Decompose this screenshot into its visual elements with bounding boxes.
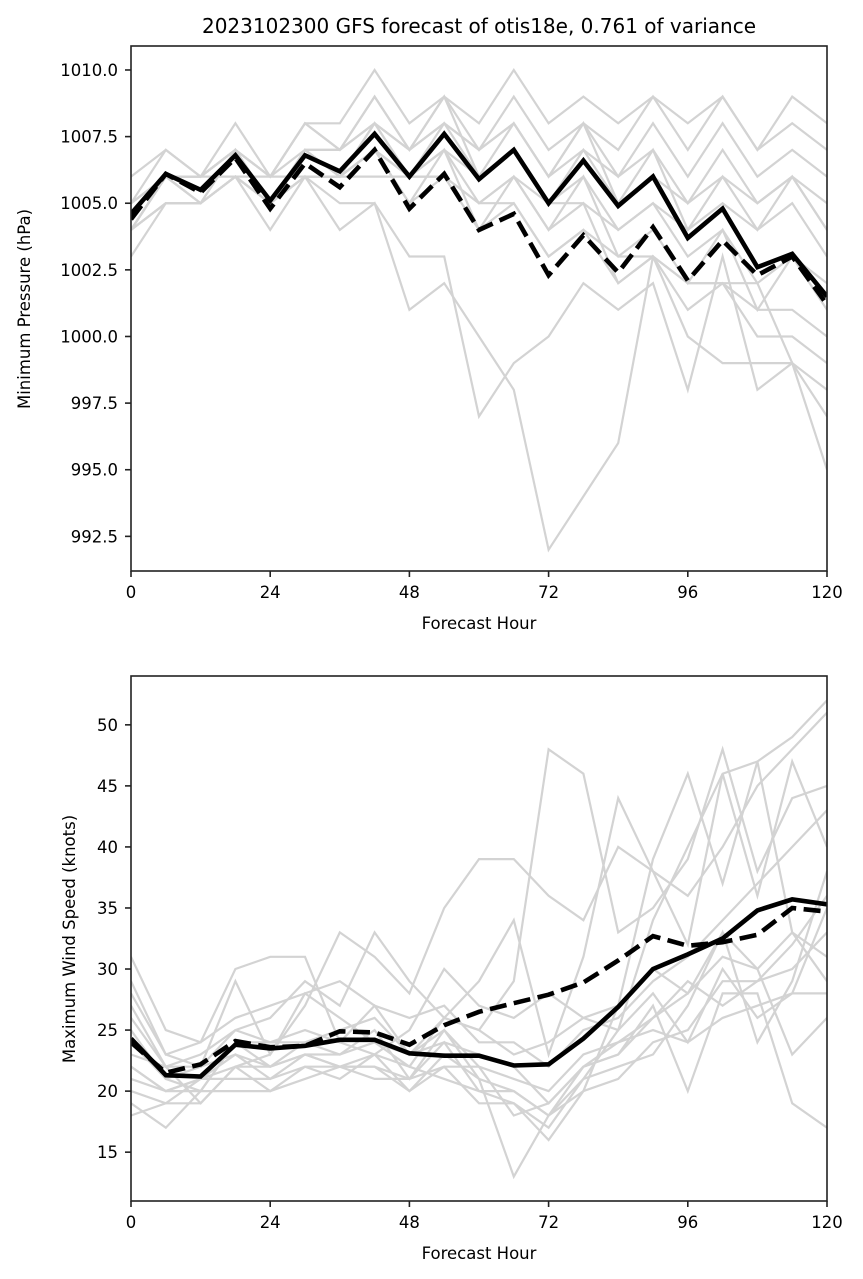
pressure-y-axis-label: Minimum Pressure (hPa) (15, 209, 34, 409)
wind-dashed-series-line (131, 905, 827, 1076)
wind-y-tick-label: 45 (97, 777, 118, 796)
wind-member-line-12 (131, 809, 827, 1069)
wind-member-line-1 (131, 711, 827, 1069)
pressure-dashed-series-line (131, 146, 827, 306)
pressure-plot: 0 24 48 72 96 120 992.5 995.0 997.5 1000.0 1002.5… (15, 45, 843, 633)
wind-member-line-13 (131, 930, 827, 1118)
wind-y-axis-label: Maximum Wind Speed (knots) (60, 815, 79, 1063)
wind-y-tick-label: 20 (97, 1082, 118, 1101)
wind-y-tick-label: 35 (97, 899, 118, 918)
pressure-x-axis-label: Forecast Hour (422, 614, 537, 633)
wind-member-line-11 (131, 895, 827, 1105)
pressure-x-axis: 0 24 48 72 96 120 (126, 571, 843, 602)
wind-solid-series-line (131, 897, 827, 1079)
wind-y-tick-label: 30 (97, 960, 118, 979)
wind-ensemble-members (131, 699, 827, 1180)
wind-plot: 0 24 48 72 96 120 15 20 25 30 35 40 45 50 Forecast H… (60, 675, 843, 1263)
pressure-y-axis: 992.5 995.0 997.5 1000.0 1002.5 1005.0 1007.5 1… (60, 61, 131, 546)
wind-member-line-5 (131, 930, 827, 1117)
wind-x-tick-label: 48 (399, 1213, 420, 1232)
pressure-member-line-4 (131, 175, 827, 258)
chart-title: 2023102300 GFS forecast of otis18e, 0.76… (202, 14, 756, 38)
pressure-solid-series-line (131, 130, 827, 298)
pressure-x-tick-label: 72 (538, 583, 559, 602)
pressure-x-tick-label: 48 (399, 583, 420, 602)
pressure-y-tick-label: 992.5 (71, 527, 118, 546)
pressure-x-tick-label: 0 (126, 583, 137, 602)
pressure-member-line-0 (131, 67, 827, 179)
wind-member-line-9 (131, 870, 827, 1180)
pressure-y-tick-label: 1005.0 (60, 194, 118, 213)
wind-y-tick-label: 40 (97, 838, 118, 857)
wind-member-line-10 (131, 931, 827, 1142)
wind-member-line-0 (131, 699, 827, 1056)
wind-y-tick-label: 15 (97, 1143, 118, 1162)
pressure-ensemble-members (131, 67, 827, 553)
wind-member-line-8 (131, 992, 827, 1093)
wind-x-tick-label: 24 (260, 1213, 281, 1232)
wind-x-tick-label: 120 (811, 1213, 843, 1232)
wind-y-tick-label: 50 (97, 716, 118, 735)
wind-y-tick-label: 25 (97, 1021, 118, 1040)
pressure-y-tick-label: 995.0 (71, 461, 118, 480)
pressure-y-tick-label: 1010.0 (60, 61, 118, 80)
pressure-y-tick-label: 1007.5 (60, 128, 118, 147)
pressure-x-tick-label: 96 (677, 583, 698, 602)
wind-y-axis: 15 20 25 30 35 40 45 50 (97, 716, 131, 1162)
wind-x-axis-label: Forecast Hour (422, 1244, 537, 1263)
pressure-member-line-2 (131, 121, 827, 206)
pressure-y-tick-label: 1000.0 (60, 327, 118, 346)
wind-x-tick-label: 0 (126, 1213, 137, 1232)
wind-plot-frame (130, 675, 828, 1202)
pressure-plot-frame (130, 45, 828, 572)
pressure-member-line-12 (131, 121, 827, 231)
wind-x-tick-label: 72 (538, 1213, 559, 1232)
pressure-y-tick-label: 1002.5 (60, 261, 118, 280)
pressure-x-tick-label: 24 (260, 583, 281, 602)
pressure-member-line-11 (131, 121, 827, 364)
pressure-member-line-6 (131, 175, 827, 471)
wind-x-tick-label: 96 (677, 1213, 698, 1232)
wind-x-axis: 0 24 48 72 96 120 (126, 1201, 843, 1232)
pressure-y-tick-label: 997.5 (71, 394, 118, 413)
pressure-x-tick-label: 120 (811, 583, 843, 602)
